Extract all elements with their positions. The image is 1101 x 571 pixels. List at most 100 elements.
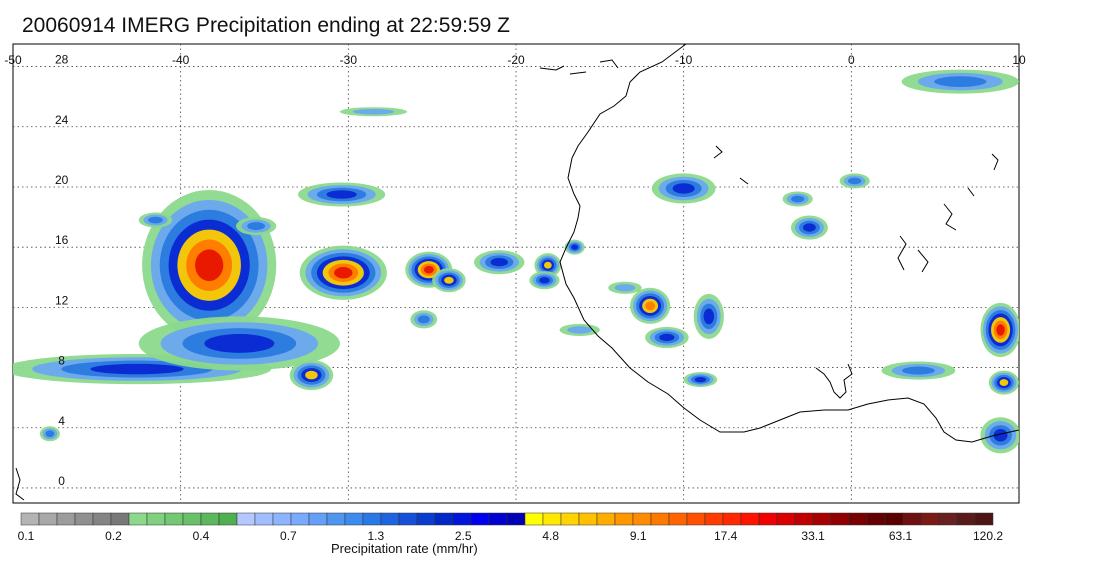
colorbar-tick-label: 1.3	[367, 529, 384, 543]
precip-contour	[423, 265, 434, 274]
colorbar-box	[974, 512, 994, 526]
precip-cell	[138, 212, 173, 228]
colorbar-box	[110, 512, 130, 526]
precip-contour	[790, 195, 805, 203]
precip-contour	[999, 379, 1009, 387]
lon-tick-label: -30	[340, 53, 358, 67]
colorbar-box	[722, 512, 742, 526]
lat-tick-label: 12	[55, 293, 69, 307]
colorbar-tick-label: 63.1	[889, 529, 913, 543]
precip-contour	[334, 267, 353, 279]
colorbar-box	[380, 512, 400, 526]
colorbar-box	[218, 512, 238, 526]
precip-cell	[138, 316, 340, 371]
lat-tick-label: 0	[58, 474, 65, 488]
colorbar-box	[254, 512, 274, 526]
colorbar-tick-label: 0.4	[193, 529, 210, 543]
precip-cell	[630, 287, 671, 324]
colorbar-box	[560, 512, 580, 526]
precipitation-field	[13, 69, 1019, 454]
colorbar-tick-labels: 0.1 0.2 0.4 0.7 1.3 2.5 4.8 9.1 17.4 33.1 63.1 120.…	[18, 529, 1004, 543]
lon-tick-label: -20	[507, 53, 525, 67]
colorbar-tick-label: 0.1	[18, 529, 35, 543]
lon-tick-label: 10	[1012, 53, 1026, 67]
precip-cell	[988, 370, 1019, 395]
colorbar-box	[596, 512, 616, 526]
lat-tick-label: 4	[58, 414, 65, 428]
latitude-labels: 0 4 8 12 16 20 24 28	[55, 53, 69, 488]
colorbar-box	[776, 512, 796, 526]
colorbar-box	[452, 512, 472, 526]
precip-contour	[417, 315, 430, 324]
colorbar-box	[56, 512, 76, 526]
colorbar-box	[20, 512, 40, 526]
colorbar-box	[650, 512, 670, 526]
precip-cell	[839, 173, 870, 189]
precip-cell	[782, 191, 813, 207]
precip-cell	[901, 69, 1019, 94]
colorbar-box	[146, 512, 166, 526]
precip-contour	[544, 261, 552, 269]
colorbar-tick-label: 120.2	[973, 529, 1003, 543]
precip-contour	[847, 177, 862, 185]
colorbar-box	[902, 512, 922, 526]
precip-contour	[993, 428, 1008, 442]
precip-contour	[148, 216, 163, 224]
colorbar-box	[884, 512, 904, 526]
precip-cell	[564, 239, 585, 255]
precip-cell	[790, 215, 828, 240]
colorbar-box	[416, 512, 436, 526]
colorbar-box	[470, 512, 490, 526]
precip-contour	[996, 324, 1005, 336]
lat-tick-label: 16	[55, 233, 69, 247]
colorbar-box	[38, 512, 58, 526]
precip-cell	[881, 361, 956, 380]
colorbar-box	[344, 512, 364, 526]
precip-cell	[299, 245, 387, 300]
colorbar-box	[632, 512, 652, 526]
precip-contour	[672, 183, 695, 194]
precip-cell	[645, 326, 689, 348]
colorbar-box	[308, 512, 328, 526]
precip-cell	[534, 253, 562, 278]
lat-tick-label: 20	[55, 173, 69, 187]
precip-cell	[980, 417, 1019, 454]
coastline	[15, 44, 1019, 501]
lon-tick-label: -10	[675, 53, 693, 67]
longitude-labels: -50 -40 -30 -20 -10 0 10	[4, 53, 1026, 67]
precip-cell	[529, 271, 560, 290]
colorbar-tick-label: 17.4	[714, 529, 738, 543]
colorbar-box	[542, 512, 562, 526]
colorbar-box	[848, 512, 868, 526]
colorbar-box	[74, 512, 94, 526]
colorbar-box	[488, 512, 508, 526]
coastline-fragment	[15, 59, 999, 501]
precip-contour	[352, 108, 395, 115]
precip-contour	[326, 190, 357, 199]
colorbar-box	[704, 512, 724, 526]
precip-contour	[703, 308, 715, 325]
precip-contour	[45, 430, 55, 438]
precip-contour	[902, 366, 935, 375]
colorbar-box	[686, 512, 706, 526]
lat-tick-label: 24	[55, 113, 69, 127]
colorbar-box	[164, 512, 184, 526]
colorbar-box	[578, 512, 598, 526]
colorbar-boxes	[20, 512, 994, 526]
precip-contour	[571, 244, 579, 250]
lon-tick-label: -50	[4, 53, 22, 67]
page-title: 20060914 IMERG Precipitation ending at 2…	[22, 14, 510, 37]
colorbar-tick-label: 9.1	[630, 529, 647, 543]
colorbar-tick-label: 0.2	[105, 529, 122, 543]
precip-cell	[693, 293, 724, 339]
colorbar-box	[434, 512, 454, 526]
colorbar-box	[182, 512, 202, 526]
precip-cell	[339, 107, 408, 117]
colorbar-box	[614, 512, 634, 526]
colorbar-box	[362, 512, 382, 526]
colorbar-box	[812, 512, 832, 526]
colorbar-box	[758, 512, 778, 526]
precip-contour	[803, 223, 816, 232]
